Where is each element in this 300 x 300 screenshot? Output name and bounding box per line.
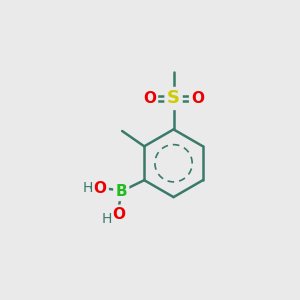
Text: O: O <box>112 207 125 222</box>
Text: O: O <box>191 91 204 106</box>
Text: H: H <box>102 212 112 226</box>
Text: B: B <box>116 184 127 199</box>
Text: H: H <box>82 181 93 195</box>
Text: S: S <box>167 89 180 107</box>
Text: O: O <box>94 181 106 196</box>
Text: O: O <box>143 91 156 106</box>
